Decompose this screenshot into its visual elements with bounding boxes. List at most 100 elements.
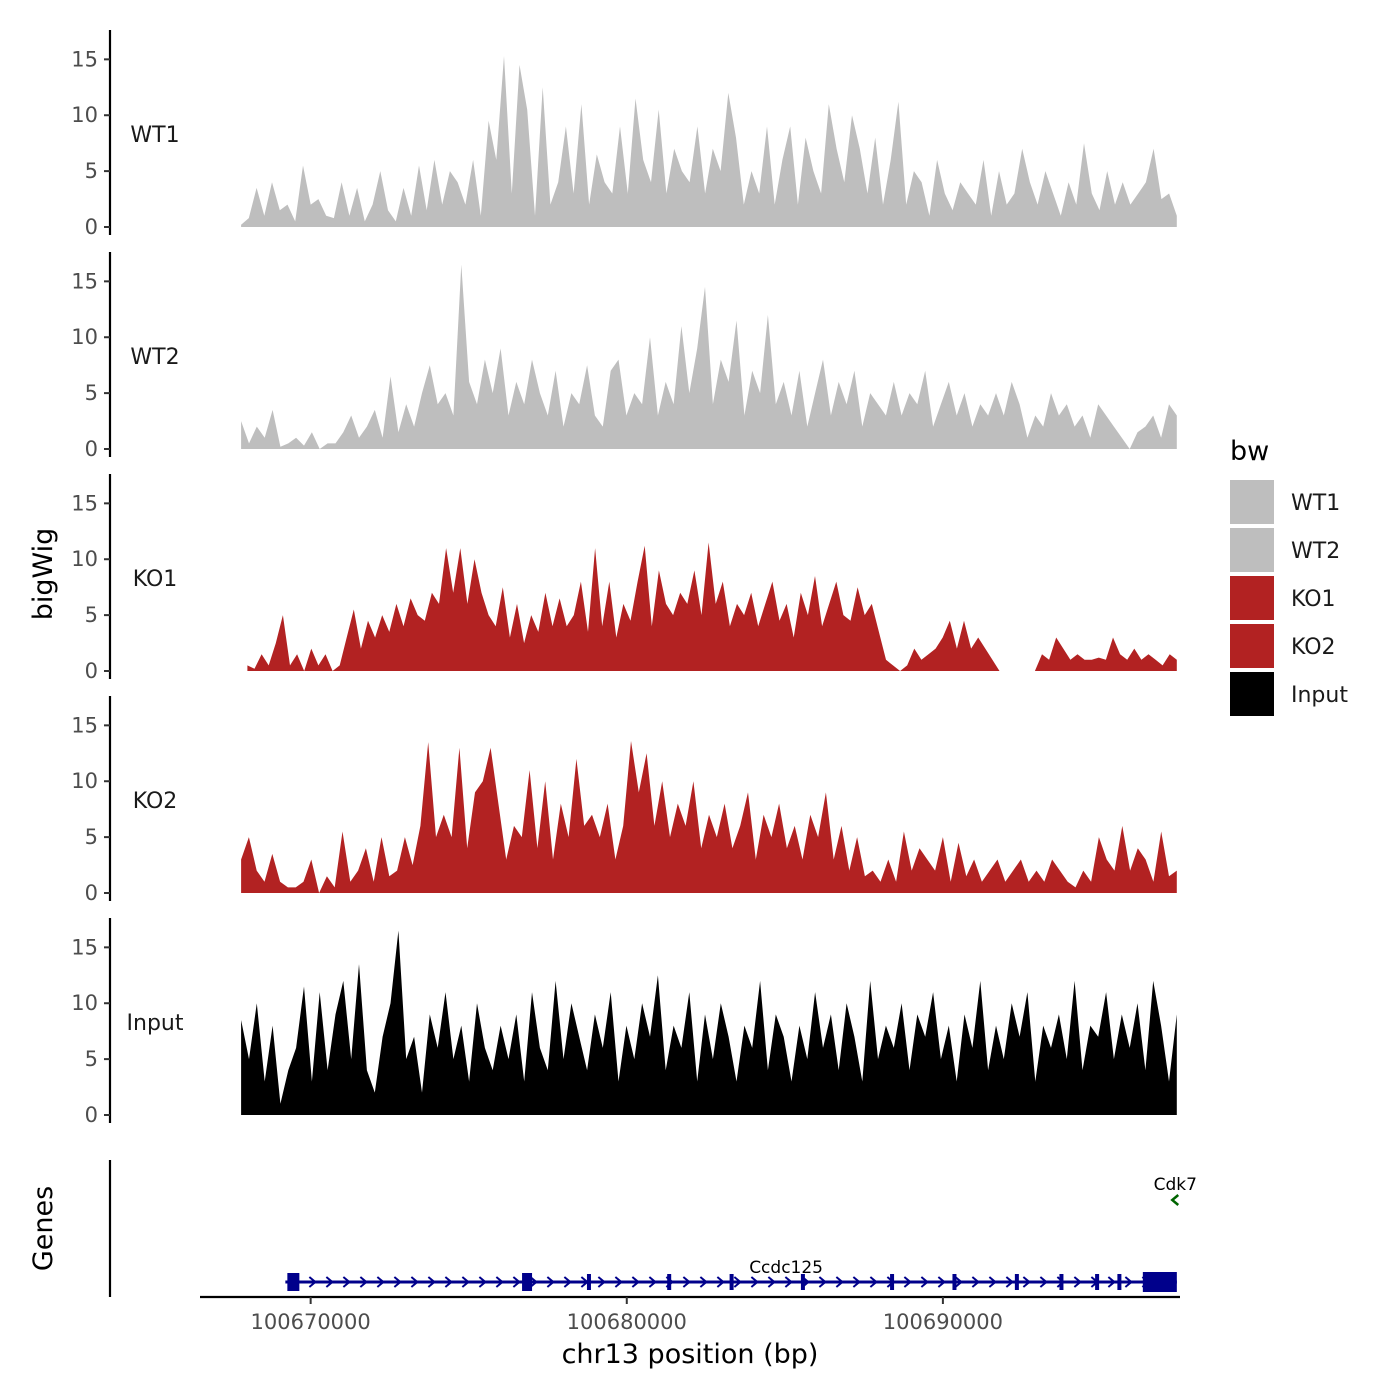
gene-exon-last <box>1142 1272 1177 1292</box>
gene-label-cdk7: Cdk7 <box>1154 1175 1197 1195</box>
gene-exon <box>729 1274 734 1290</box>
track-ko2: 0 5 10 15 KO2 <box>71 696 1177 905</box>
legend-swatch-input <box>1230 672 1274 716</box>
strand-arrow <box>818 1276 827 1288</box>
strand-arrow <box>376 1276 385 1288</box>
bigwig-tracks: 0 5 10 15 WT1 0 5 10 15 WT2 0 5 10 15 KO1 0 5 10 15 KO2 0 5 10… <box>71 30 1177 1127</box>
strand-arrow <box>478 1276 487 1288</box>
gene-exon <box>800 1274 805 1290</box>
gene-ccdc125: Ccdc125 <box>285 1258 1177 1292</box>
track-label-ko2: KO2 <box>133 789 178 814</box>
genes-panel: Genes Ccdc125 Cdk7 <box>28 1160 1197 1297</box>
track-label-wt2: WT2 <box>130 345 179 370</box>
legend-swatch-ko2 <box>1230 624 1274 668</box>
y-tick-label: 10 <box>71 991 98 1015</box>
legend-title: bw <box>1230 436 1269 467</box>
y-tick-label: 10 <box>71 547 98 571</box>
gene-exon <box>586 1274 591 1290</box>
y-tick-label: 10 <box>71 325 98 349</box>
strand-arrow <box>563 1276 572 1288</box>
legend-label-ko2: KO2 <box>1291 635 1336 660</box>
legend-item-ko1: KO1 <box>1230 576 1336 620</box>
y-axis-title: bigWig <box>28 528 59 621</box>
strand-arrow <box>1124 1276 1133 1288</box>
signal-area-ko1 <box>247 542 1177 671</box>
x-axis-title: chr13 position (bp) <box>562 1339 819 1370</box>
y-tick-label: 15 <box>71 713 98 737</box>
strand-arrow <box>1107 1276 1116 1288</box>
strand-arrow <box>631 1276 640 1288</box>
x-tick-label: 100670000 <box>251 1310 371 1334</box>
track-wt1: 0 5 10 15 WT1 <box>71 30 1177 239</box>
strand-arrow <box>699 1276 708 1288</box>
strand-arrow <box>495 1276 504 1288</box>
strand-arrow <box>1039 1276 1048 1288</box>
legend-label-wt2: WT2 <box>1291 539 1340 564</box>
legend-label-wt1: WT1 <box>1291 491 1340 516</box>
gene-exon <box>1117 1274 1122 1290</box>
legend-swatch-wt1 <box>1230 480 1274 524</box>
strand-arrow <box>1005 1276 1014 1288</box>
y-tick-label: 0 <box>85 215 98 239</box>
signal-area-ko2 <box>241 741 1177 893</box>
strand-arrow <box>529 1276 538 1288</box>
strand-arrow <box>852 1276 861 1288</box>
strand-arrow <box>342 1276 351 1288</box>
y-tick-label: 15 <box>71 47 98 71</box>
gene-exon <box>1059 1274 1064 1290</box>
strand-arrow <box>325 1276 334 1288</box>
gene-exon <box>890 1274 895 1290</box>
strand-arrow <box>1022 1276 1031 1288</box>
strand-arrow <box>835 1276 844 1288</box>
gene-exon <box>667 1274 672 1290</box>
y-tick-label: 0 <box>85 1103 98 1127</box>
signal-area-input <box>241 930 1177 1115</box>
gene-exon <box>1095 1274 1100 1290</box>
y-tick-label: 10 <box>71 769 98 793</box>
gene-exon <box>952 1274 957 1290</box>
genes-axis-title: Genes <box>28 1186 59 1271</box>
strand-arrow <box>988 1276 997 1288</box>
legend-swatch-ko1 <box>1230 576 1274 620</box>
strand-arrow <box>784 1276 793 1288</box>
track-wt2: 0 5 10 15 WT2 <box>71 252 1177 461</box>
legend-item-ko2: KO2 <box>1230 624 1336 668</box>
strand-arrow <box>920 1276 929 1288</box>
strand-arrow <box>869 1276 878 1288</box>
gene-exon <box>1014 1274 1019 1290</box>
legend-item-wt1: WT1 <box>1230 480 1340 524</box>
strand-arrow <box>427 1276 436 1288</box>
y-tick-label: 15 <box>71 269 98 293</box>
strand-arrow <box>614 1276 623 1288</box>
strand-arrow <box>903 1276 912 1288</box>
legend-swatch-wt2 <box>1230 528 1274 572</box>
legend-item-wt2: WT2 <box>1230 528 1340 572</box>
track-label-input: Input <box>127 1011 184 1036</box>
legend-label-input: Input <box>1291 683 1348 708</box>
y-tick-label: 0 <box>85 881 98 905</box>
strand-arrow <box>1073 1276 1082 1288</box>
legend-label-ko1: KO1 <box>1291 587 1336 612</box>
strand-arrow <box>444 1276 453 1288</box>
y-tick-label: 5 <box>85 603 98 627</box>
gene-exon <box>522 1273 533 1291</box>
y-tick-label: 0 <box>85 659 98 683</box>
gene-label-ccdc125: Ccdc125 <box>749 1258 823 1278</box>
strand-arrow <box>750 1276 759 1288</box>
strand-arrow <box>597 1276 606 1288</box>
y-tick-label: 5 <box>85 381 98 405</box>
gene-cdk7: Cdk7 <box>1154 1175 1197 1206</box>
x-tick-label: 100680000 <box>567 1310 687 1334</box>
strand-arrow <box>512 1276 521 1288</box>
axes: bigWig 100670000 100680000 100690000 chr13 p… <box>28 528 1180 1370</box>
strand-arrow <box>461 1276 470 1288</box>
track-label-ko1: KO1 <box>133 567 178 592</box>
y-tick-label: 5 <box>85 159 98 183</box>
x-tick-label: 100690000 <box>883 1310 1003 1334</box>
track-label-wt1: WT1 <box>130 123 179 148</box>
strand-arrow <box>767 1276 776 1288</box>
y-tick-label: 0 <box>85 437 98 461</box>
strand-arrow <box>716 1276 725 1288</box>
y-tick-label: 5 <box>85 1047 98 1071</box>
